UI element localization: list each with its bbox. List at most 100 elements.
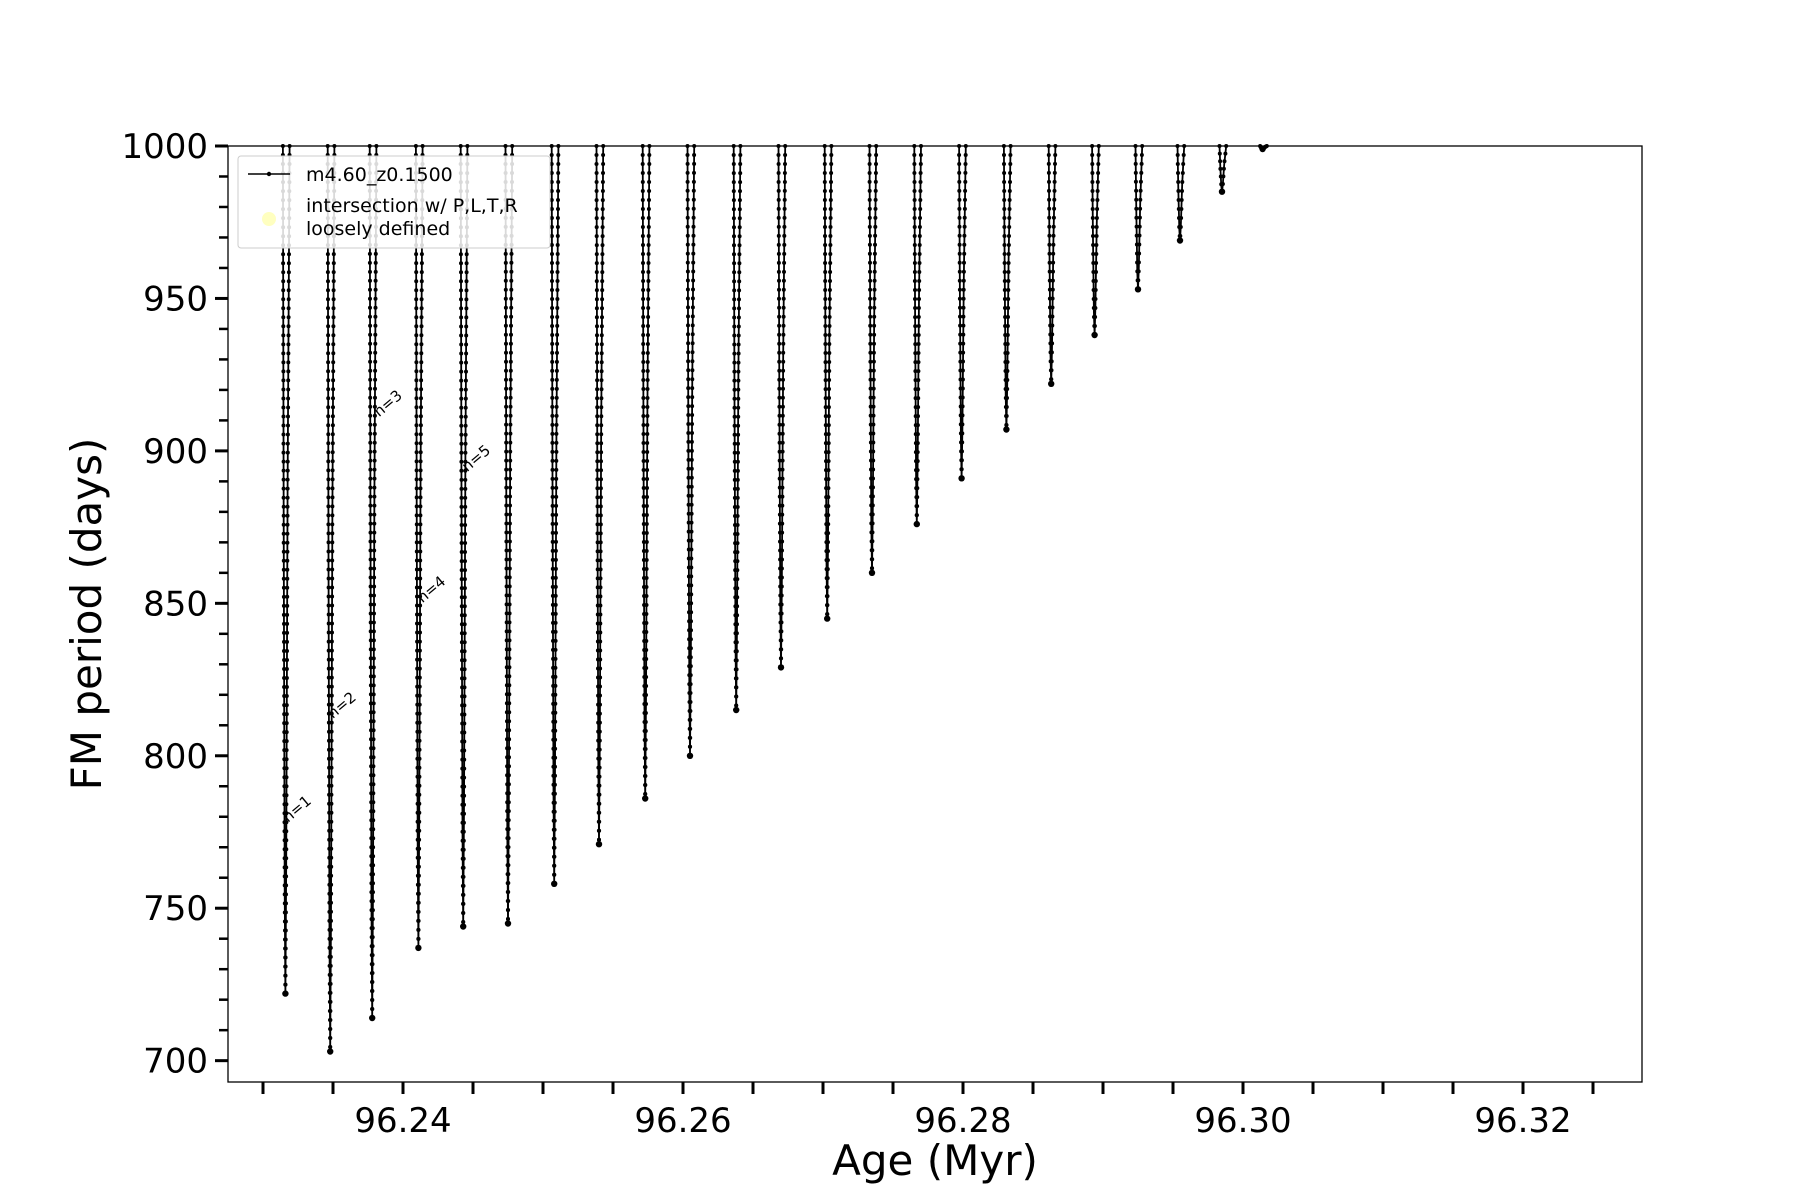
series-point (1005, 333, 1010, 337)
series-point (281, 405, 286, 410)
series-point (504, 404, 509, 409)
series-point (822, 162, 827, 166)
series-point (779, 602, 784, 607)
series-point (1005, 396, 1009, 400)
series-point (329, 828, 334, 833)
series-point (507, 539, 512, 544)
series-point (1002, 243, 1007, 247)
series-point (368, 665, 373, 670)
series-point (1002, 153, 1006, 157)
series-point (872, 341, 876, 346)
series-point (326, 441, 331, 446)
series-point (329, 648, 334, 653)
series-point (503, 296, 508, 301)
series-point (644, 612, 649, 616)
series-point (777, 359, 782, 364)
series-point (640, 153, 645, 157)
series-point (646, 306, 651, 310)
series-point (737, 261, 742, 266)
series-point (504, 440, 509, 445)
series-point (600, 306, 604, 311)
series-point (368, 503, 373, 508)
series-point (780, 422, 785, 427)
series-point (418, 477, 423, 482)
series-point (419, 369, 424, 374)
series-point (463, 532, 468, 536)
series-point (871, 431, 876, 436)
series-point (686, 475, 691, 480)
series-point (371, 665, 376, 670)
series-point (285, 585, 290, 590)
series-point (829, 153, 834, 157)
series-point (459, 324, 464, 329)
series-point (732, 387, 737, 392)
series-point (595, 378, 600, 383)
series-point (550, 306, 555, 310)
series-point (554, 404, 559, 409)
series-point (645, 405, 650, 409)
series-point (463, 486, 468, 491)
series-point (1179, 207, 1184, 211)
series-point (508, 458, 513, 463)
series-point (685, 278, 690, 283)
series-point (779, 575, 784, 580)
series-point (868, 260, 872, 265)
series-point (691, 197, 696, 202)
series-point (286, 288, 291, 293)
series-point (599, 468, 603, 473)
series-point (506, 863, 511, 868)
series-point (509, 269, 514, 274)
series-point (463, 495, 468, 500)
series-point (641, 441, 646, 445)
series-point (326, 540, 331, 545)
series-point (594, 162, 599, 166)
loop-minimum-point (595, 841, 603, 848)
series-point (732, 333, 737, 338)
series-point (781, 350, 786, 355)
series-point (776, 224, 781, 229)
series-point (641, 315, 646, 319)
series-point (462, 631, 467, 636)
series-point (868, 368, 873, 373)
series-point (1093, 315, 1098, 319)
series-point (418, 594, 423, 599)
series-point (594, 171, 599, 175)
series-point (1140, 144, 1145, 148)
series-point (640, 234, 645, 238)
series-point (1134, 224, 1139, 229)
series-point (368, 350, 373, 355)
series-point (645, 342, 650, 346)
series-point (826, 522, 831, 527)
series-point (550, 359, 555, 364)
series-point (1218, 166, 1223, 171)
series-point (326, 378, 331, 383)
series-point (776, 251, 781, 256)
series-point (459, 423, 464, 428)
series-point (417, 774, 422, 779)
series-point (329, 666, 334, 671)
series-point (550, 548, 555, 553)
series-point (823, 324, 828, 328)
series-point (1050, 341, 1055, 346)
series-point (1178, 234, 1183, 238)
series-point (417, 810, 422, 815)
series-point (463, 541, 468, 545)
series-point (464, 324, 469, 329)
series-point (372, 485, 377, 490)
series-point (735, 559, 740, 564)
series-point (736, 378, 741, 383)
series-point (550, 261, 554, 265)
series-point (326, 531, 331, 536)
series-point (594, 189, 599, 193)
series-point (689, 592, 694, 597)
series-point (1090, 162, 1095, 166)
x-tick-label: 96.24 (354, 1101, 451, 1141)
series-point (459, 315, 464, 320)
series-point (735, 541, 740, 546)
series-point (328, 981, 333, 986)
series-point (1136, 269, 1141, 274)
series-point (871, 350, 876, 355)
series-point (418, 558, 423, 563)
series-point (326, 621, 331, 626)
series-point (1002, 171, 1007, 175)
